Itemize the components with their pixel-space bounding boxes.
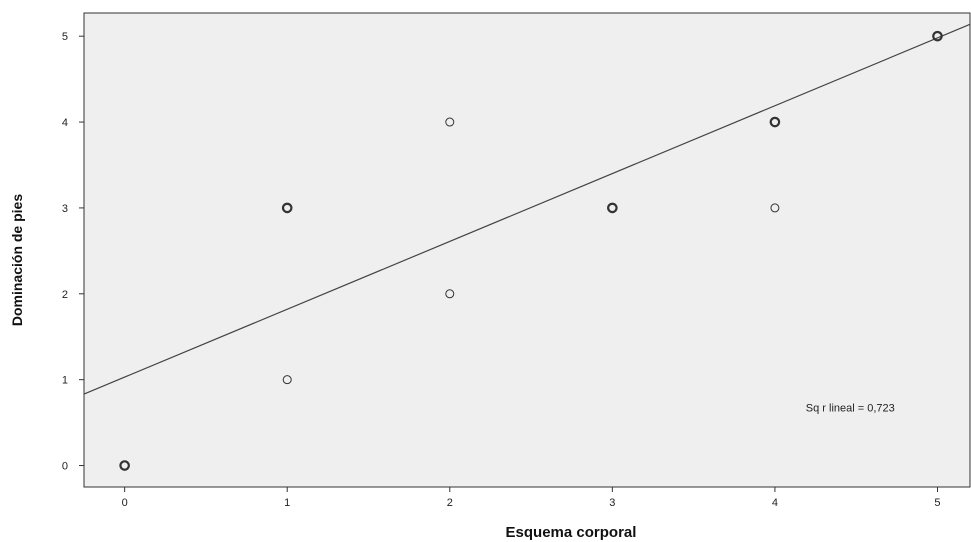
data-point	[445, 289, 455, 299]
data-point	[770, 203, 780, 213]
x-tick-label: 5	[934, 497, 940, 509]
y-tick-label: 3	[62, 203, 68, 215]
data-point	[932, 30, 943, 42]
x-tick-label: 0	[122, 497, 128, 509]
data-point	[445, 117, 455, 127]
y-tick-label: 0	[62, 461, 68, 473]
fit-line	[83, 23, 971, 395]
x-axis-title: Esquema corporal	[506, 524, 637, 541]
data-point	[282, 375, 292, 385]
data-point	[281, 202, 293, 214]
x-tick-label: 3	[609, 497, 615, 509]
plot-area	[83, 12, 971, 488]
data-point	[119, 460, 130, 471]
y-axis-title: Dominación de pies	[9, 194, 25, 326]
x-tick-label: 4	[772, 497, 778, 509]
y-tick-label: 4	[62, 117, 68, 129]
data-point	[607, 202, 618, 214]
r-squared-annotation: Sq r lineal = 0,723	[806, 402, 895, 414]
x-tick-label: 2	[447, 497, 453, 509]
y-tick-label: 5	[62, 31, 68, 43]
data-point	[769, 116, 781, 128]
x-tick-label: 1	[284, 497, 290, 509]
y-tick-label: 1	[62, 375, 68, 387]
y-tick-label: 2	[62, 289, 68, 301]
